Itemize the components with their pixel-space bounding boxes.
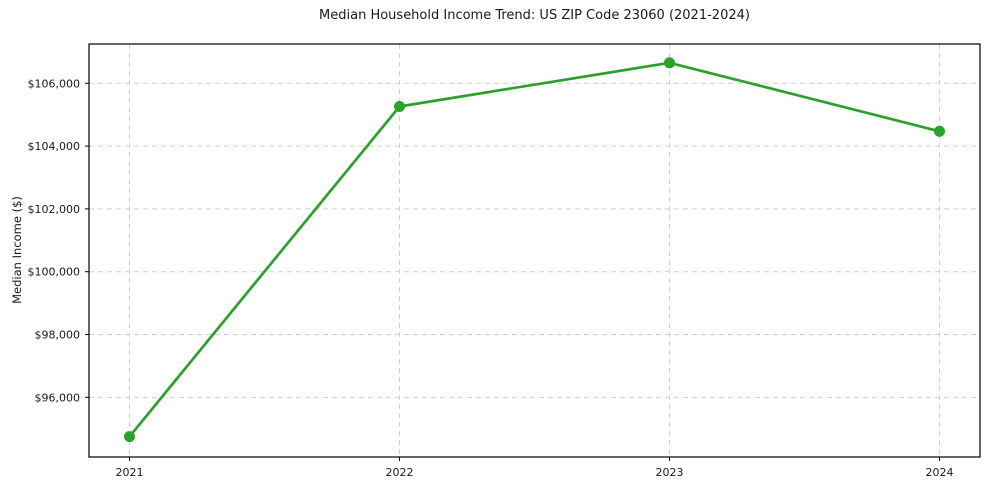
y-tick-label: $106,000 xyxy=(28,77,81,90)
chart-title: Median Household Income Trend: US ZIP Co… xyxy=(319,8,750,23)
x-tick-label: 2021 xyxy=(116,466,144,479)
y-tick-label: $102,000 xyxy=(28,203,81,216)
x-tick-label: 2024 xyxy=(926,466,954,479)
data-point-2023 xyxy=(664,57,675,69)
tick-label-layer: $96,000 $98,000 $100,000 $102,000 $104,000 $1… xyxy=(28,77,954,479)
series-layer xyxy=(124,57,945,443)
plot-border xyxy=(88,43,981,458)
y-tick-label: $100,000 xyxy=(28,266,81,279)
data-point-2021 xyxy=(124,431,135,443)
x-tick-label: 2022 xyxy=(386,466,414,479)
data-point-2024 xyxy=(934,125,945,137)
grid-layer xyxy=(89,44,980,457)
data-point-2022 xyxy=(394,101,405,112)
tick-layer xyxy=(85,82,940,461)
x-tick-label: 2023 xyxy=(656,466,684,479)
y-tick-label: $104,000 xyxy=(28,140,81,153)
y-axis-label: Median Income ($) xyxy=(10,196,24,304)
y-tick-label: $98,000 xyxy=(35,329,81,342)
trend-line xyxy=(128,61,941,438)
y-tick-label: $96,000 xyxy=(35,391,81,404)
